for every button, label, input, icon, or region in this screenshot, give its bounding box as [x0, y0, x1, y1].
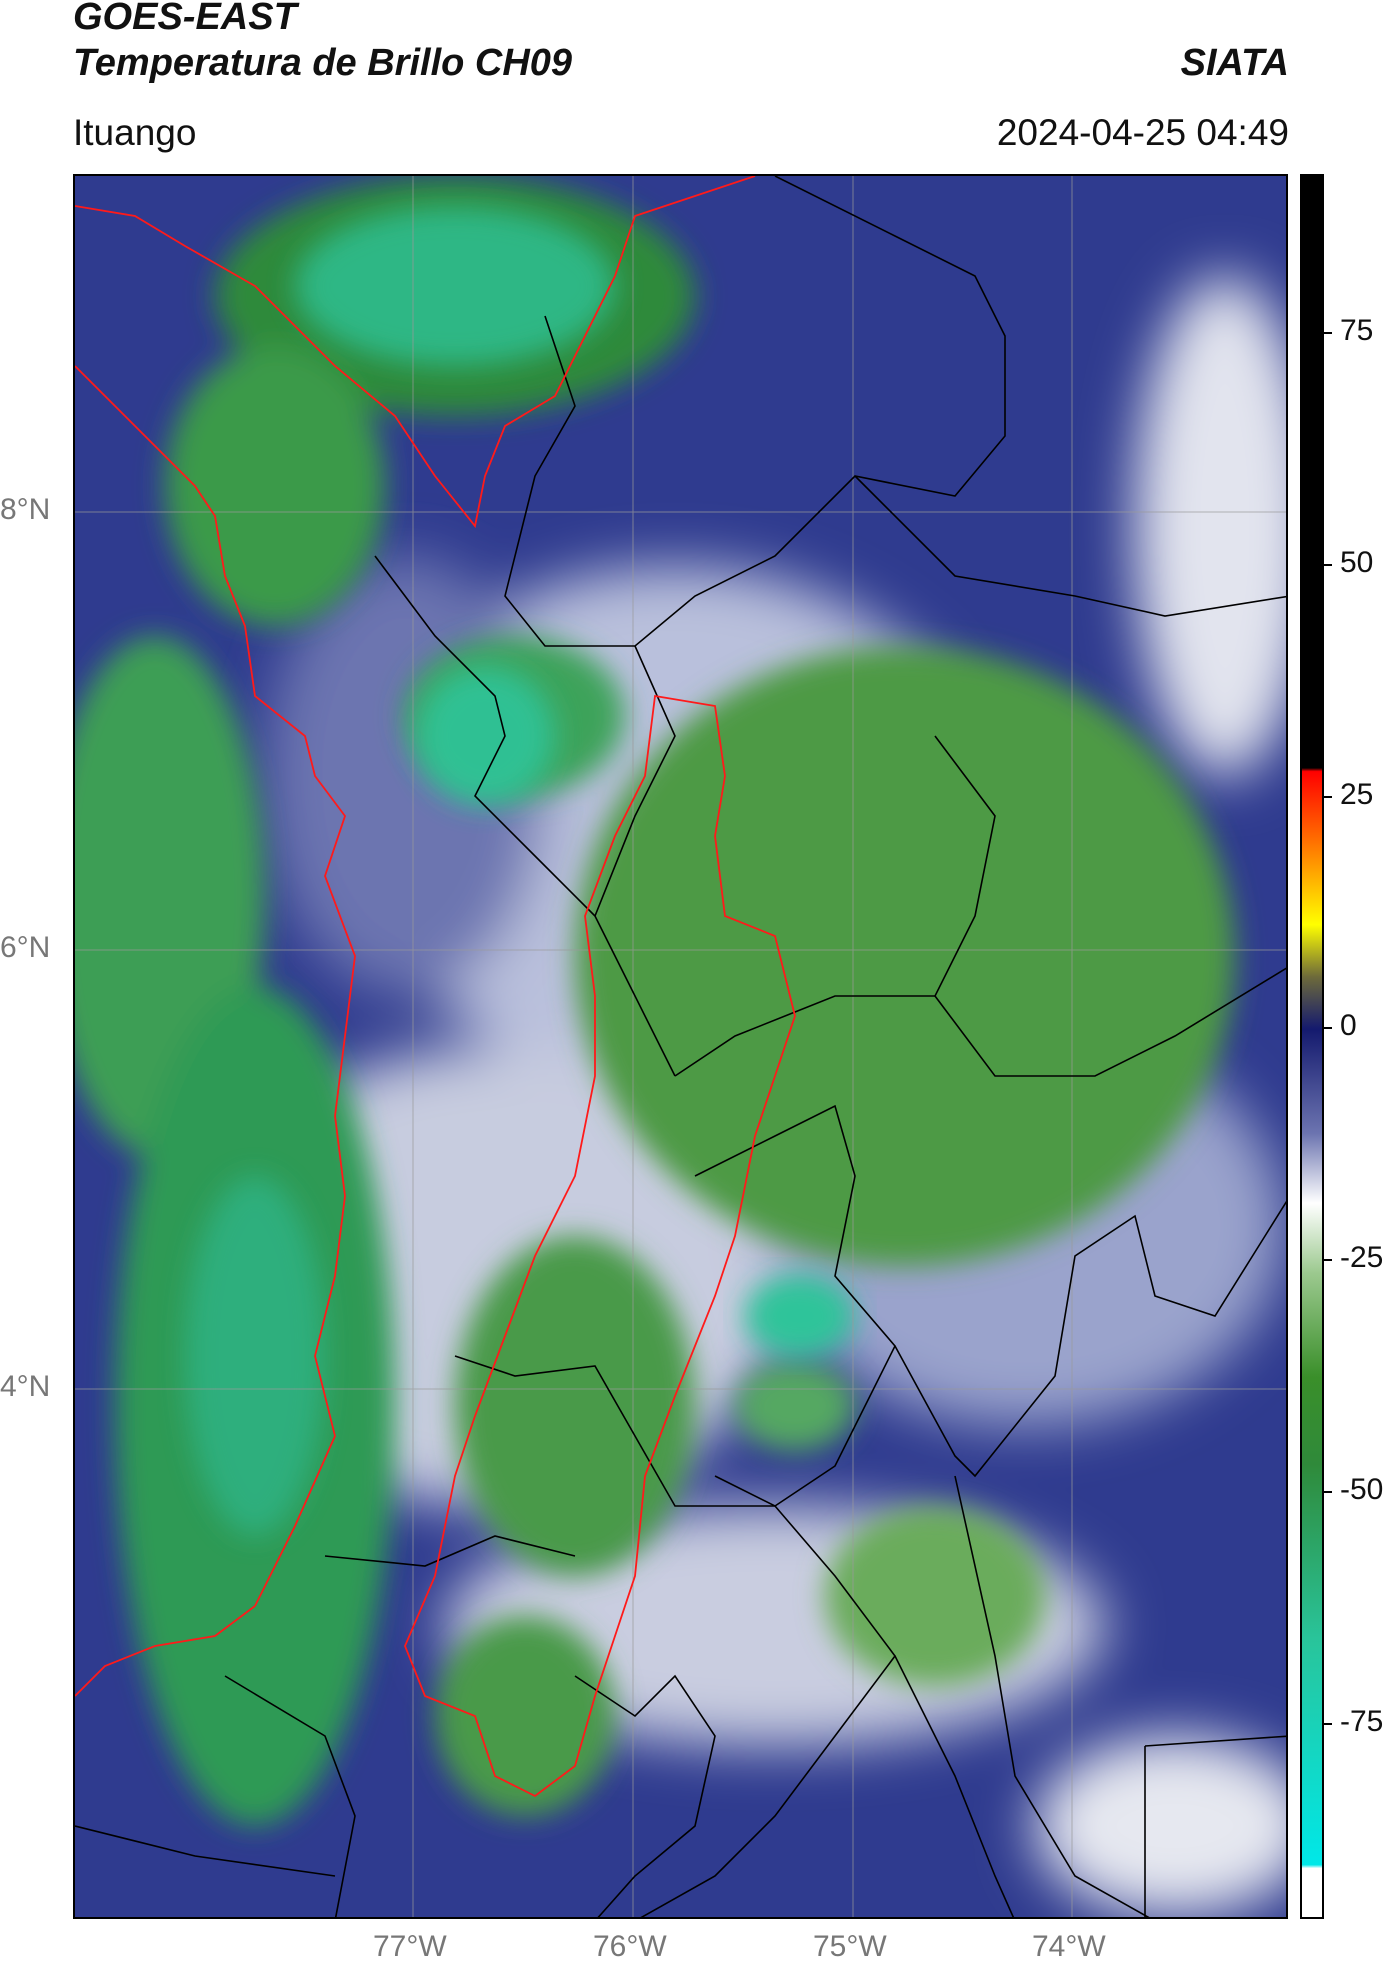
colorbar-label-neg50: -50	[1340, 1473, 1384, 1506]
colorbar-tick	[1324, 1027, 1332, 1029]
lat-label-8n: 8°N	[0, 493, 51, 526]
lat-label-6n: 6°N	[0, 931, 51, 964]
colorbar-tick	[1324, 1491, 1332, 1493]
lon-label-74w: 74°W	[1032, 1930, 1106, 1963]
product-title: Temperatura de Brillo CH09	[73, 42, 573, 84]
colorbar-label-0: 0	[1340, 1009, 1357, 1042]
coastline	[75, 176, 796, 1798]
lon-label-75w: 75°W	[813, 1930, 887, 1963]
location-label: Ituango	[73, 112, 197, 153]
brand-label: SIATA	[1180, 42, 1289, 84]
graticule	[75, 176, 1286, 1917]
admin-boundaries	[75, 176, 1286, 1917]
lon-label-77w: 77°W	[373, 1930, 447, 1963]
cloud-teal-cores	[185, 206, 855, 1536]
colorbar-label-neg25: -25	[1340, 1241, 1384, 1274]
colorbar-tick	[1324, 1259, 1332, 1261]
colorbar	[1300, 174, 1324, 1919]
colorbar-label-neg75: -75	[1340, 1705, 1384, 1738]
lon-label-76w: 76°W	[593, 1930, 667, 1963]
map-image	[75, 176, 1286, 1917]
satellite-title: GOES-EAST	[73, 0, 297, 38]
datetime-label: 2024-04-25 04:49	[996, 112, 1289, 153]
colorbar-label-75: 75	[1340, 314, 1374, 347]
colorbar-tick	[1324, 796, 1332, 798]
lat-label-4n: 4°N	[0, 1370, 51, 1403]
colorbar-label-25: 25	[1340, 778, 1374, 811]
colorbar-tick	[1324, 332, 1332, 334]
colorbar-tick	[1324, 564, 1332, 566]
satellite-map	[73, 174, 1288, 1919]
colorbar-tick	[1324, 1723, 1332, 1725]
cloud-green-layer	[75, 176, 1235, 1826]
colorbar-label-50: 50	[1340, 546, 1374, 579]
